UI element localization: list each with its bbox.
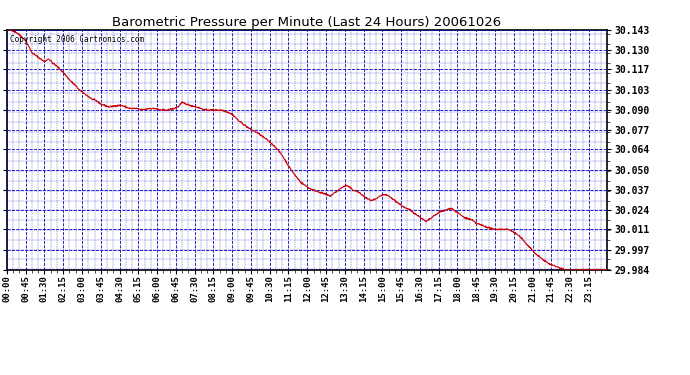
- Text: Copyright 2006 Cartronics.com: Copyright 2006 Cartronics.com: [10, 35, 144, 44]
- Title: Barometric Pressure per Minute (Last 24 Hours) 20061026: Barometric Pressure per Minute (Last 24 …: [112, 16, 502, 29]
